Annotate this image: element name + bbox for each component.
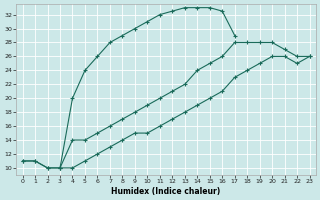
X-axis label: Humidex (Indice chaleur): Humidex (Indice chaleur) — [111, 187, 221, 196]
